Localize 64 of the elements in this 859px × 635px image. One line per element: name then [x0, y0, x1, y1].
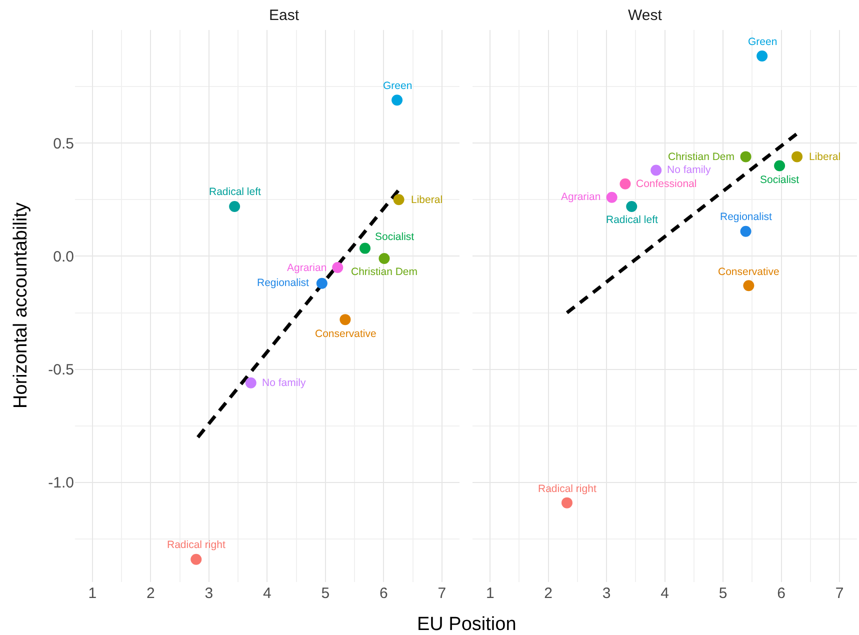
series-label: Conservative [718, 266, 780, 278]
point [561, 497, 572, 508]
point [190, 554, 202, 565]
point [756, 50, 768, 62]
x-tick-label: 3 [602, 585, 611, 602]
y-tick-label: 0.5 [53, 135, 74, 152]
point [245, 377, 256, 388]
point [650, 164, 662, 176]
series-label: Confessional [636, 178, 697, 190]
series-label: Socialist [375, 231, 414, 243]
x-tick-label: 6 [777, 585, 786, 602]
x-tick-label: 4 [263, 585, 272, 602]
point [360, 242, 371, 254]
series-label: Liberal [809, 151, 841, 163]
x-tick-label: 1 [88, 585, 97, 602]
point [606, 192, 618, 203]
y-tick-label: -1.0 [48, 474, 74, 492]
series-label: Green [748, 36, 778, 48]
x-tick-label: 7 [438, 585, 446, 602]
point [340, 314, 351, 326]
x-tick-label: 3 [204, 585, 214, 602]
series-label: Regionalist [720, 211, 772, 223]
point [378, 252, 390, 264]
point [392, 94, 403, 106]
series-label: Agrarian [287, 262, 327, 274]
y-axis-title: Horizontal accountability [10, 202, 32, 408]
series-label: Christian Dem [668, 151, 735, 163]
x-tick-label: 2 [544, 585, 553, 602]
x-tick-label: 4 [660, 585, 669, 602]
series-label: Agrarian [561, 191, 601, 203]
point [393, 194, 404, 206]
chart-title: East [269, 7, 300, 24]
y-tick-label: 0.0 [53, 248, 74, 266]
point [316, 278, 328, 289]
series-label: No family [262, 377, 307, 389]
series-label: Socialist [760, 174, 800, 186]
x-tick-label: 2 [146, 585, 155, 602]
point [620, 178, 631, 190]
point [626, 200, 638, 212]
chart-title: West [628, 7, 663, 24]
x-tick-label: 1 [486, 585, 494, 602]
series-label: Radical left [606, 214, 658, 226]
series-label: Christian Dem [351, 266, 418, 278]
x-tick-label: 5 [321, 585, 330, 602]
series-label: Radical left [209, 186, 262, 198]
point [743, 280, 754, 292]
x-tick-label: 7 [835, 585, 844, 602]
series-label: Regionalist [257, 277, 310, 289]
point [774, 160, 786, 172]
point [740, 151, 752, 162]
point [740, 226, 752, 237]
series-label: Radical right [538, 483, 596, 495]
series-label: Green [383, 80, 412, 92]
series-label: No family [667, 164, 712, 176]
y-tick-label: -0.5 [48, 362, 74, 379]
point [229, 200, 240, 212]
x-tick-label: 5 [718, 585, 728, 602]
point [792, 151, 803, 162]
x-axis-title: EU Position [417, 614, 516, 635]
series-label: Liberal [411, 194, 443, 206]
x-tick-label: 6 [379, 585, 388, 602]
point [332, 262, 344, 274]
series-label: Conservative [315, 328, 376, 340]
series-label: Radical right [167, 539, 226, 551]
